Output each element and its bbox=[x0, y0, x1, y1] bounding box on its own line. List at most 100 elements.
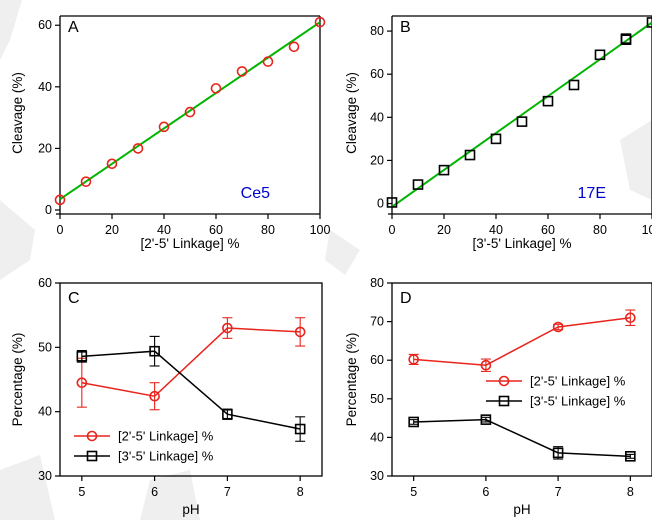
y-tick-label: 40 bbox=[38, 80, 52, 94]
data-point bbox=[412, 179, 424, 190]
x-axis-title: pH bbox=[513, 502, 530, 517]
data-point bbox=[386, 197, 398, 208]
panel-letter: B bbox=[400, 19, 411, 36]
panel-letter: C bbox=[68, 290, 80, 307]
series-line bbox=[81, 350, 301, 430]
x-tick-label: 80 bbox=[261, 223, 275, 237]
data-point bbox=[54, 194, 66, 206]
legend: [2'-5' Linkage] % [3'-5' Linkage] % bbox=[486, 374, 626, 409]
fit-line bbox=[391, 21, 652, 208]
legend-marker bbox=[86, 450, 98, 462]
data-point bbox=[80, 176, 92, 187]
legend-label: [3'-5' Linkage] % bbox=[530, 394, 626, 409]
y-tick-label: 80 bbox=[370, 276, 384, 290]
x-tick-label: 8 bbox=[297, 485, 304, 499]
y-tick-label: 20 bbox=[38, 141, 52, 155]
x-tick-label: 60 bbox=[209, 223, 223, 237]
x-tick-label: 0 bbox=[57, 223, 64, 237]
series-line bbox=[413, 316, 631, 366]
data-point bbox=[408, 416, 419, 428]
legend-marker bbox=[86, 430, 98, 442]
data-point bbox=[552, 321, 564, 333]
legend-label: [2'-5' Linkage] % bbox=[530, 374, 626, 389]
data-point bbox=[76, 377, 88, 389]
y-axis-title: Percentage (%) bbox=[10, 333, 25, 427]
series-line bbox=[413, 418, 631, 458]
legend: [2'-5' Linkage] % [3'-5' Linkage] % bbox=[74, 429, 214, 464]
data-point bbox=[480, 414, 492, 425]
x-axis-title: [3'-5' Linkage] % bbox=[473, 236, 572, 251]
data-point bbox=[132, 143, 144, 154]
data-point bbox=[542, 95, 554, 107]
series-1 bbox=[408, 414, 636, 462]
legend-label: [3'-5' Linkage] % bbox=[118, 449, 214, 464]
data-point bbox=[210, 83, 222, 94]
x-axis-title: pH bbox=[182, 502, 199, 517]
fit-line bbox=[59, 21, 321, 201]
data-point bbox=[480, 359, 492, 371]
y-tick-label: 30 bbox=[370, 469, 384, 483]
y-tick-label: 30 bbox=[38, 469, 52, 483]
data-point bbox=[149, 345, 160, 357]
x-tick-label: 8 bbox=[627, 485, 634, 499]
x-tick-label: 100 bbox=[310, 223, 331, 237]
panel-letter: D bbox=[400, 290, 412, 307]
data-point bbox=[294, 423, 306, 435]
data-point bbox=[314, 16, 326, 28]
legend-label: [2'-5' Linkage] % bbox=[118, 429, 214, 444]
y-tick-label: 80 bbox=[370, 24, 384, 38]
x-tick-label: 80 bbox=[593, 223, 607, 237]
y-tick-label: 60 bbox=[370, 67, 384, 81]
data-point bbox=[625, 451, 636, 462]
y-axis-title: Percentage (%) bbox=[344, 333, 359, 427]
y-tick-label: 60 bbox=[38, 18, 52, 32]
data-point bbox=[464, 149, 476, 161]
annotation-label: 17E bbox=[578, 185, 606, 202]
plot-frame bbox=[391, 282, 652, 477]
data-point bbox=[236, 66, 248, 77]
panel-d: 5 6 7 8 30 40 50 60 70 80 pH Percentage (%) D [2'-5' … bbox=[344, 276, 652, 517]
data-point bbox=[620, 33, 632, 44]
x-tick-label: 100 bbox=[642, 223, 652, 237]
data-point bbox=[288, 41, 300, 53]
y-tick-label: 60 bbox=[370, 353, 384, 367]
data-point bbox=[646, 17, 652, 28]
panels: 0 20 40 60 80 100 0 20 40 60 [2'-5' Linkage] % Clea… bbox=[10, 15, 652, 517]
y-tick-label: 20 bbox=[370, 153, 384, 167]
data-point bbox=[184, 106, 196, 118]
x-tick-label: 7 bbox=[224, 485, 231, 499]
y-tick-label: 40 bbox=[38, 405, 52, 419]
data-point bbox=[158, 121, 170, 133]
data-point bbox=[222, 322, 233, 334]
y-axis-title: Cleavage (%) bbox=[10, 72, 25, 154]
series-0 bbox=[408, 309, 636, 372]
data-point bbox=[262, 56, 274, 67]
data-point bbox=[222, 408, 233, 420]
annotation-label: Ce5 bbox=[241, 185, 270, 202]
plot-frame bbox=[59, 282, 323, 477]
x-tick-label: 7 bbox=[555, 485, 562, 499]
y-tick-label: 0 bbox=[377, 197, 384, 211]
x-tick-label: 20 bbox=[437, 223, 451, 237]
y-tick-label: 50 bbox=[38, 340, 52, 354]
data-point bbox=[149, 390, 160, 402]
data-point bbox=[568, 79, 580, 91]
data-point bbox=[594, 49, 606, 61]
x-tick-label: 6 bbox=[482, 485, 489, 499]
series-0 bbox=[54, 16, 326, 206]
data-point bbox=[438, 164, 450, 176]
data-point bbox=[106, 158, 118, 170]
legend-marker bbox=[498, 375, 510, 387]
y-tick-label: 40 bbox=[370, 110, 384, 124]
x-tick-label: 5 bbox=[78, 485, 85, 499]
panel-b: 0 20 40 60 80 100 0 20 40 60 80 [3'-5' Linkage] % Cl… bbox=[344, 15, 652, 251]
x-tick-label: 6 bbox=[151, 485, 158, 499]
series-line bbox=[81, 327, 301, 398]
data-point bbox=[552, 447, 564, 459]
data-point bbox=[408, 354, 419, 365]
y-tick-label: 50 bbox=[370, 392, 384, 406]
panel-letter: A bbox=[68, 19, 79, 36]
data-point bbox=[625, 312, 636, 324]
